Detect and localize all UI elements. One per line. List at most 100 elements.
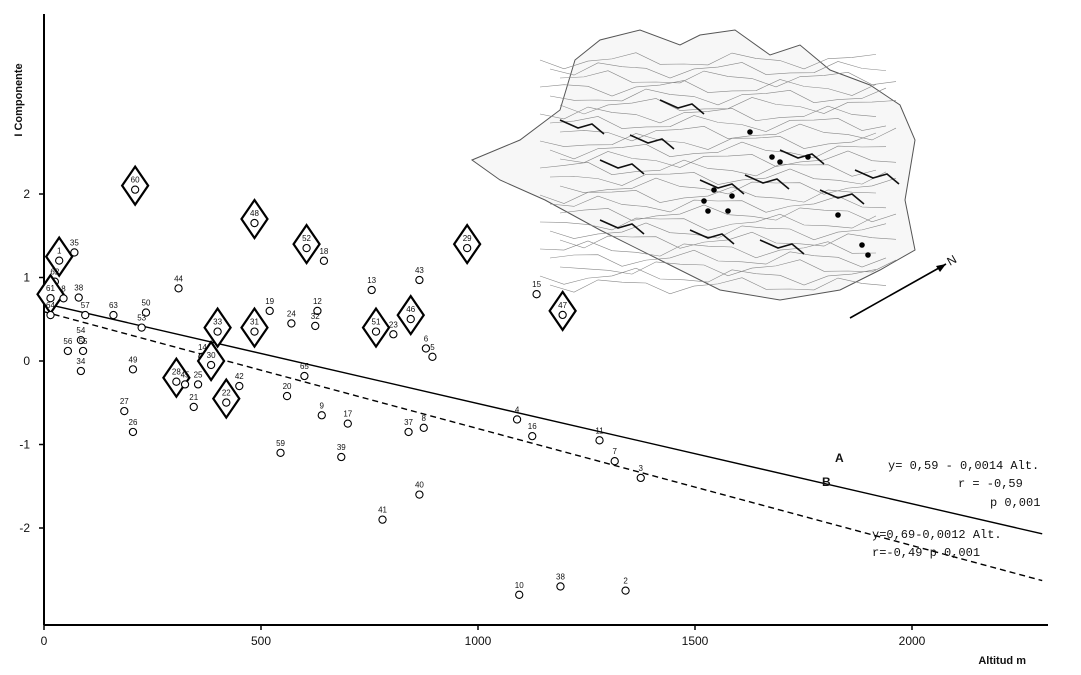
y-tick-label: 1 [23, 271, 30, 285]
point-marker [189, 402, 198, 412]
point-marker [378, 515, 387, 524]
point-label: 5 [430, 343, 435, 352]
data-point: 46 [396, 294, 426, 337]
point-marker [428, 352, 437, 361]
data-point: 23 [389, 320, 398, 339]
point-marker [78, 346, 88, 356]
data-point: 29 [452, 223, 482, 266]
regression-line-b [43, 302, 1043, 535]
point-label: 23 [389, 320, 398, 329]
point-label: 52 [302, 234, 311, 243]
terrain-contour [539, 132, 877, 150]
site-dot [725, 208, 731, 214]
point-label: 63 [109, 301, 118, 310]
y-tick-label: -1 [19, 438, 30, 452]
point-marker [130, 185, 140, 194]
data-point: 45 [181, 370, 190, 389]
x-tick-label: 2000 [899, 634, 926, 648]
point-marker [265, 306, 274, 316]
point-label: 38 [74, 284, 83, 293]
point-marker [636, 473, 645, 483]
point-label: 21 [189, 393, 198, 402]
point-label: 35 [70, 238, 79, 247]
point-label: 31 [250, 318, 259, 327]
line-b-stats: r=-0,49 p 0,001 [872, 546, 980, 560]
data-point: 25 [194, 370, 203, 389]
line-a-r: r = -0,59 [958, 477, 1023, 491]
data-point: 17 [343, 410, 353, 428]
data-point: 60 [120, 164, 150, 207]
data-point: 19 [265, 297, 275, 316]
terrain-contour [549, 195, 887, 213]
data-point: 24 [287, 309, 296, 328]
data-point: 8 [419, 414, 428, 432]
terrain-ridge-stroke [819, 189, 865, 205]
point-label: 8 [422, 414, 427, 423]
point-marker [59, 294, 68, 303]
data-point: 12 [313, 297, 322, 316]
site-dot [747, 129, 753, 135]
data-point: 38 [74, 284, 84, 302]
point-marker [558, 310, 567, 320]
point-marker [63, 346, 73, 356]
data-point: 1 [44, 235, 74, 278]
data-point: 51 [361, 306, 391, 349]
point-marker [76, 366, 86, 376]
terrain-ridge-stroke [744, 174, 790, 190]
point-marker [556, 582, 565, 591]
data-point: 10 [515, 581, 524, 599]
point-marker [141, 308, 151, 317]
point-marker [120, 406, 129, 416]
point-label: 38 [556, 572, 565, 581]
point-marker [337, 452, 346, 462]
point-label: 14 [198, 343, 207, 352]
point-label: 41 [378, 506, 387, 515]
site-dot [805, 154, 811, 160]
point-label: 20 [283, 382, 292, 391]
point-marker [528, 431, 537, 441]
data-point: 11 [595, 426, 604, 445]
data-point: 13 [367, 276, 377, 295]
data-point: 22 [211, 377, 241, 420]
point-label: 7 [612, 447, 617, 456]
point-marker [46, 294, 55, 303]
point-label: 40 [415, 481, 424, 490]
site-dot [859, 242, 865, 248]
data-point: 8 [59, 284, 68, 303]
point-marker [415, 275, 424, 285]
point-label: 64 [46, 301, 55, 310]
point-label: 1 [57, 247, 62, 256]
point-label: 55 [79, 337, 88, 346]
point-marker [81, 310, 90, 320]
terrain-contour [549, 115, 887, 132]
point-label: 10 [515, 581, 524, 590]
point-label: 13 [367, 276, 376, 285]
point-marker [174, 284, 183, 293]
terrain-contour [559, 123, 897, 142]
point-marker [213, 327, 222, 336]
point-label: 28 [172, 368, 181, 377]
point-marker [128, 365, 138, 374]
data-point: 16 [528, 422, 537, 441]
terrain-ridge-stroke [759, 239, 805, 255]
terrain-contour [549, 141, 887, 160]
terrain-contour [559, 177, 897, 195]
point-label: 49 [129, 355, 138, 364]
terrain-inset: N [470, 29, 959, 319]
point-label: 59 [276, 439, 285, 448]
point-marker [462, 243, 472, 253]
point-marker [128, 427, 138, 437]
point-label: 8 [61, 284, 66, 293]
line-a-tag: A [835, 451, 844, 465]
data-point: 7 [610, 447, 619, 466]
point-marker [313, 306, 322, 316]
terrain-ridge-stroke [689, 229, 735, 245]
north-arrow-head [936, 264, 946, 272]
point-marker [46, 310, 55, 320]
terrain-ridge-stroke [779, 149, 825, 165]
point-label: 43 [415, 266, 424, 275]
point-label: 15 [532, 280, 541, 289]
terrain-contour [549, 249, 887, 268]
terrain-contour [549, 61, 887, 79]
